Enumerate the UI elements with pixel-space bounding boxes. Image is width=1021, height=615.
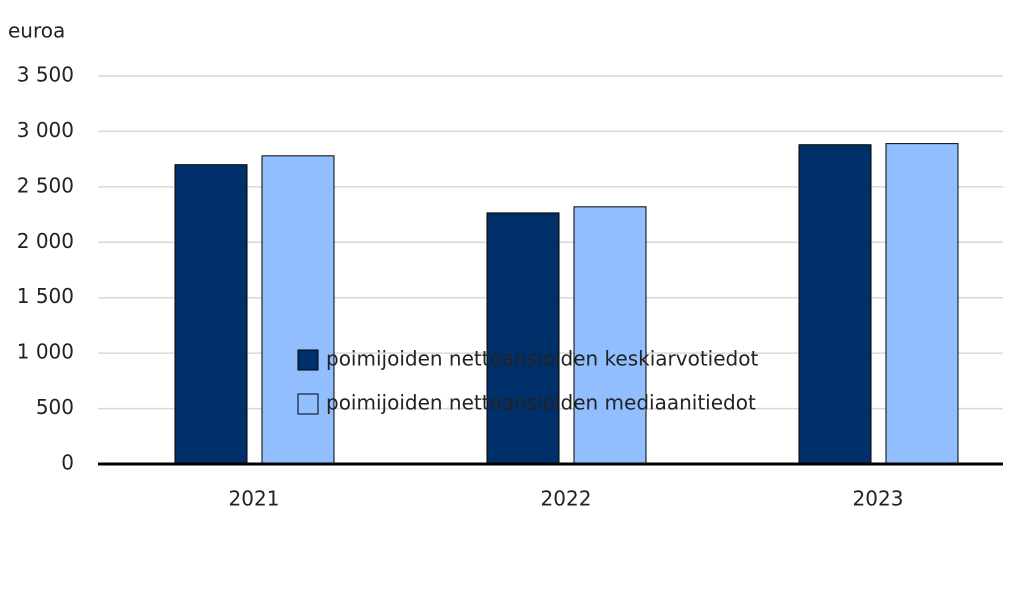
x-tick-label: 2021 [229, 487, 280, 511]
y-tick-label: 2 500 [17, 173, 74, 197]
legend-label: poimijoiden nettoansioiden mediaanitiedo… [326, 391, 756, 415]
legend-swatch [297, 393, 319, 415]
y-tick-label: 1 500 [17, 284, 74, 308]
y-tick-label: 3 500 [17, 63, 74, 87]
y-tick-label: 2 000 [17, 229, 74, 253]
y-axis-label: euroa [8, 19, 65, 43]
legend-label: poimijoiden nettoansioiden keskiarvotied… [326, 347, 758, 371]
x-tick-label: 2022 [541, 487, 592, 511]
bar [261, 155, 335, 465]
bar [573, 206, 647, 465]
bar [885, 143, 959, 465]
legend-swatch [297, 349, 319, 371]
x-tick-label: 2023 [853, 487, 904, 511]
y-tick-label: 3 000 [17, 118, 74, 142]
y-tick-label: 0 [61, 451, 74, 475]
y-tick-label: 500 [36, 395, 74, 419]
bar [486, 212, 560, 465]
y-tick-label: 1 000 [17, 340, 74, 364]
bar [174, 164, 248, 465]
bar [798, 144, 872, 465]
